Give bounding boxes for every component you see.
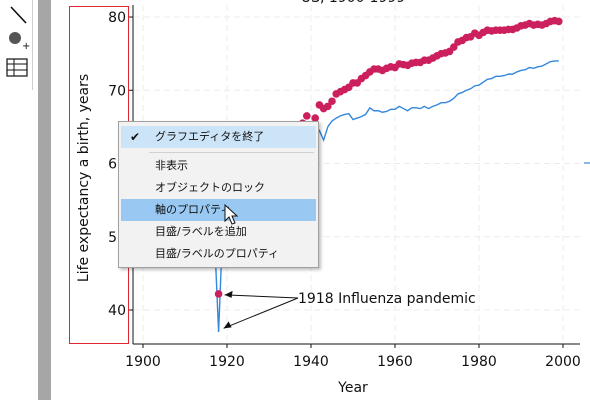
- x-tick-label: 1920: [209, 354, 245, 370]
- annotation: 1918 Influenza pandemic: [223, 162, 590, 329]
- x-tick-label: 1960: [377, 354, 413, 370]
- y-tick-label: 70: [108, 83, 126, 99]
- menu-item-label: 非表示: [155, 159, 188, 172]
- x-tick-label: 1940: [293, 354, 329, 370]
- grid-tool-icon[interactable]: [4, 55, 30, 81]
- y-axis-title: Life expectancy a birth, years: [76, 74, 92, 282]
- mouse-cursor-icon: [224, 203, 240, 226]
- x-tick-label: 1980: [461, 354, 497, 370]
- arrowhead-icon: [223, 321, 232, 329]
- menu-item-label: オブジェクトのロック: [155, 181, 265, 194]
- add-marker-tool-icon[interactable]: +: [4, 28, 30, 54]
- menu-item-label: 目盛/ラベルを追加: [155, 225, 247, 238]
- menu-item-label: 目盛/ラベルのプロパティ: [155, 247, 280, 260]
- checkmark-icon: ✔: [129, 130, 141, 144]
- editor-divider[interactable]: [38, 0, 51, 400]
- data-point: [328, 97, 336, 106]
- y-tick-label: 40: [108, 303, 126, 319]
- x-tick-label: 1900: [125, 354, 161, 370]
- arrowhead-icon: [224, 290, 233, 298]
- data-point: [311, 114, 320, 122]
- menu-item-tick-label-properties[interactable]: 目盛/ラベルのプロパティ: [121, 243, 316, 265]
- context-menu: ✔ グラフエディタを終了 非表示 オブジェクトのロック 軸のプロパティ 目盛/ラ…: [118, 121, 319, 268]
- menu-item-axis-properties[interactable]: 軸のプロパティ: [121, 199, 316, 221]
- data-point: [450, 43, 458, 51]
- menu-separator: [149, 152, 314, 153]
- x-axis-title: Year: [337, 380, 368, 396]
- chart-title: US, 1900-1999: [301, 0, 405, 6]
- menu-item-label: 軸のプロパティ: [155, 203, 232, 216]
- svg-text:+: +: [22, 41, 30, 52]
- line-tool-icon[interactable]: [4, 2, 30, 28]
- graph-canvas[interactable]: 4050607080190019201940196019802000YearLi…: [51, 0, 590, 400]
- menu-item-exit-graph-editor[interactable]: ✔ グラフエディタを終了: [121, 126, 316, 148]
- annotation-label: 1918 Influenza pandemic: [298, 291, 476, 307]
- menu-item-add-tick-label[interactable]: 目盛/ラベルを追加: [121, 221, 316, 243]
- annotation-arrow: [223, 297, 299, 329]
- data-point: [324, 102, 332, 111]
- menu-item-label: グラフエディタを終了: [155, 130, 265, 143]
- annotation-arrow: [224, 294, 299, 299]
- data-point: [555, 17, 563, 26]
- tool-palette: +: [0, 0, 33, 90]
- data-point: [214, 290, 223, 298]
- menu-item-hide[interactable]: 非表示: [121, 155, 316, 177]
- menu-item-lock-object[interactable]: オブジェクトのロック: [121, 177, 316, 199]
- y-tick-label: 80: [108, 10, 126, 26]
- x-tick-label: 2000: [545, 354, 581, 370]
- grid: [134, 5, 580, 344]
- data-point: [303, 112, 311, 120]
